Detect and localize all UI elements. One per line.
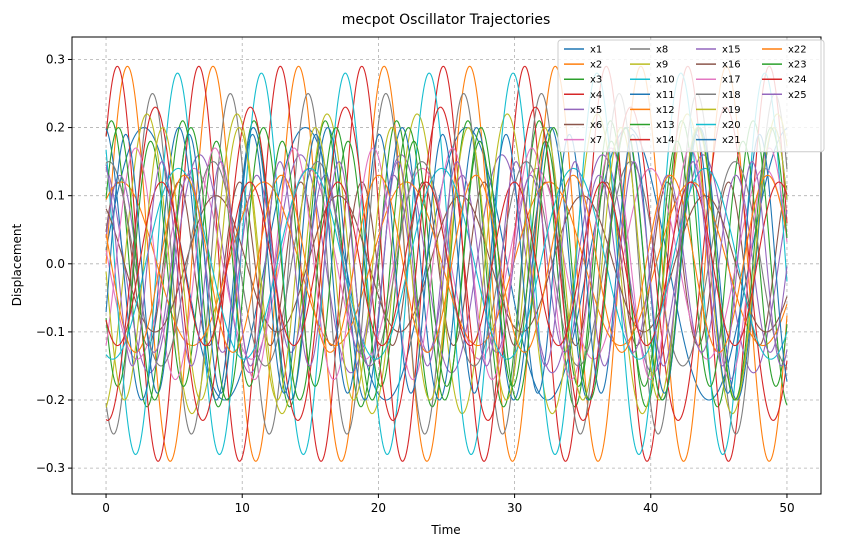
legend-item: x11: [630, 90, 675, 101]
y-axis-label: Displacement: [10, 223, 24, 306]
series-line-x14: [105, 106, 788, 422]
legend-item: x8: [630, 45, 668, 56]
legend-item: x16: [696, 60, 741, 71]
legend-item: x15: [696, 45, 741, 56]
x-axis-ticks: 0 10 20 30 40 50: [102, 494, 795, 515]
legend-label: x20: [722, 120, 741, 131]
series-line-x12: [105, 181, 788, 347]
legend-label: x19: [722, 105, 741, 116]
legend-label: x13: [656, 120, 675, 131]
y-tick-label: −0.3: [36, 461, 65, 475]
x-tick-label: 10: [235, 501, 250, 515]
series-line-x5: [105, 154, 788, 374]
legend-item: x25: [762, 90, 807, 101]
x-tick-label: 40: [643, 501, 658, 515]
y-tick-label: 0.2: [46, 121, 65, 135]
plot-frame: [71, 36, 822, 495]
series-line-x25: [105, 161, 788, 367]
legend-item: x17: [696, 75, 741, 86]
series-line-x16: [105, 195, 788, 333]
legend-item: x24: [762, 75, 807, 86]
legend-item: x1: [564, 45, 602, 56]
legend-item: x23: [762, 60, 807, 71]
series-line-x23: [105, 126, 788, 401]
legend-label: x16: [722, 60, 741, 71]
x-axis-label: Time: [430, 523, 460, 537]
series-line-x22: [105, 174, 788, 353]
legend-item: x21: [696, 135, 741, 146]
x-tick-label: 0: [102, 501, 110, 515]
legend: x1 x2 x3 x4 x5 x6 x7 x8 x9 x10 x11 x12 x13 x14 x15 x16 x…: [557, 39, 825, 153]
legend-label: x23: [788, 60, 807, 71]
y-tick-label: 0.0: [46, 257, 65, 271]
legend-label: x2: [590, 60, 602, 71]
legend-label: x12: [656, 105, 675, 116]
legend-label: x15: [722, 45, 741, 56]
legend-item: x9: [630, 60, 668, 71]
legend-label: x7: [590, 135, 602, 146]
legend-item: x6: [564, 120, 602, 131]
legend-item: x19: [696, 105, 741, 116]
series-line-x9: [105, 113, 788, 415]
series-line-x20: [105, 167, 788, 360]
series-line-x6: [105, 181, 788, 347]
legend-item: x13: [630, 120, 675, 131]
legend-label: x4: [590, 90, 602, 101]
y-tick-label: 0.3: [46, 52, 65, 66]
series-line-x24: [105, 181, 788, 347]
legend-box: [557, 39, 825, 153]
legend-label: x5: [590, 105, 602, 116]
legend-label: x11: [656, 90, 675, 101]
legend-label: x22: [788, 45, 807, 56]
legend-label: x25: [788, 90, 807, 101]
legend-item: x14: [630, 135, 675, 146]
series-line-x3: [105, 120, 788, 408]
legend-item: x3: [564, 75, 602, 86]
legend-item: x20: [696, 120, 741, 131]
legend-label: x14: [656, 135, 675, 146]
legend-label: x3: [590, 75, 602, 86]
legend-label: x24: [788, 75, 807, 86]
legend-label: x10: [656, 75, 675, 86]
legend-item: x18: [696, 90, 741, 101]
x-tick-label: 20: [371, 501, 386, 515]
legend-item: x12: [630, 105, 675, 116]
legend-item: x4: [564, 90, 602, 101]
legend-label: x18: [722, 90, 741, 101]
legend-item: x7: [564, 135, 602, 146]
legend-label: x9: [656, 60, 668, 71]
legend-item: x2: [564, 60, 602, 71]
legend-label: x8: [656, 45, 668, 56]
y-tick-label: −0.1: [36, 325, 65, 339]
y-axis-ticks: −0.3 −0.2 −0.1 0.0 0.1 0.2 0.3: [36, 52, 72, 475]
chart-title: mecpot Oscillator Trajectories: [342, 12, 551, 28]
legend-label: x17: [722, 75, 741, 86]
legend-label: x21: [722, 135, 741, 146]
y-tick-label: −0.2: [36, 393, 65, 407]
legend-item: x10: [630, 75, 675, 86]
x-tick-label: 30: [507, 501, 522, 515]
legend-item: x22: [762, 45, 807, 56]
x-tick-label: 50: [779, 501, 794, 515]
legend-item: x5: [564, 105, 602, 116]
legend-label: x6: [590, 120, 602, 131]
series-line-x1: [105, 127, 788, 401]
y-tick-label: 0.1: [46, 189, 65, 203]
legend-label: x1: [590, 45, 602, 56]
